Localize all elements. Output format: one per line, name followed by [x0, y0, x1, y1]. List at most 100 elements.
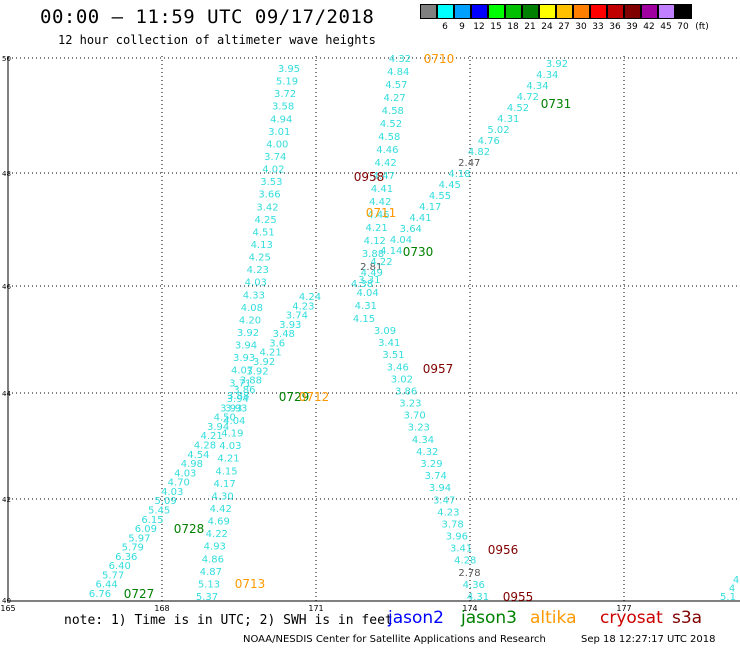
cryosat-swh-value: 3.92	[237, 328, 259, 339]
cryosat-swh-value: 3.70	[403, 411, 425, 422]
cryosat-swh-value: 3.41	[450, 544, 472, 555]
colorbar-swatch	[420, 4, 437, 19]
altika-swh-value: 4.46	[367, 210, 389, 221]
jason3-swh-value: 3.74	[286, 311, 308, 322]
colorbar-label: 70	[677, 22, 689, 32]
jason3-swh-value: 3.64	[400, 224, 422, 235]
cryosat-swh-value: 4.93	[204, 542, 226, 553]
cryosat-swh-value: 4.69	[208, 517, 230, 528]
cryosat-swh-value: 4.13	[251, 240, 273, 251]
cryosat-swh-value: 3.46	[387, 362, 409, 373]
cryosat-swh-value: 4.86	[202, 554, 224, 565]
cryosat-swh-value: 4.25	[254, 215, 276, 226]
colorbar-label: 27	[558, 22, 570, 32]
jason3-swh-value: 4.41	[409, 213, 431, 224]
altika-swh-value: 4.04	[356, 288, 378, 299]
latitude-tick-label: 48	[2, 170, 11, 178]
latitude-tick-label: 46	[2, 283, 11, 291]
jason3-swh-value: 4.45	[439, 180, 461, 191]
cryosat-swh-value: 4.02	[262, 165, 284, 176]
altika-swh-value: 4.42	[369, 197, 391, 208]
colorbar-swatch	[471, 4, 488, 19]
jason3-swh-value: 4.04	[390, 235, 412, 246]
latitude-tick-label: 42	[2, 496, 11, 504]
jason3-swh-value: 4.82	[468, 147, 490, 158]
jason3-swh-value: 4.23	[292, 301, 314, 312]
altika-swh-value: 2.81	[360, 262, 382, 273]
jason3-swh-value: 4.24	[299, 292, 321, 303]
cryosat-swh-value: 3.23	[408, 423, 430, 434]
jason3-swh-value: 6.40	[109, 561, 131, 572]
jason3-swh-value: 4.72	[517, 92, 539, 103]
colorbar-unit: (ft)	[695, 22, 709, 32]
jason3-swh-value: 4.03	[161, 487, 183, 498]
altika-swh-value: 4.12	[364, 236, 386, 247]
altika-swh-value: 4.27	[383, 93, 405, 104]
jason3-swh-value: 4.70	[168, 478, 190, 489]
cryosat-swh-value: 4.19	[221, 429, 243, 440]
jason3-swh-value: 3.48	[273, 329, 295, 340]
colorbar-label: 30	[575, 22, 587, 32]
pass-time-label: 0958	[354, 170, 385, 184]
altika-swh-value: 4.84	[387, 67, 409, 78]
cryosat-swh-value: 3.47	[433, 495, 455, 506]
jason3-swh-value: 3.88	[240, 376, 262, 387]
jason3-swh-value: 4.50	[214, 413, 236, 424]
jason3-swh-value: 4.54	[187, 450, 209, 461]
cryosat-swh-value: 4.87	[200, 567, 222, 578]
colorbar-swatch	[624, 4, 641, 19]
cryosat-swh-value: 4.25	[249, 253, 271, 264]
cryosat-swh-value: 3.29	[420, 459, 442, 470]
cryosat-swh-value: 3.72	[274, 89, 296, 100]
cryosat-swh-value: 3.78	[441, 520, 463, 531]
colorbar-swatch	[641, 4, 658, 19]
pass-time-label: 0727	[124, 587, 155, 601]
cryosat-swh-value: 3.51	[382, 350, 404, 361]
cryosat-swh-value: 4.03	[219, 441, 241, 452]
cryosat-swh-value: 4.36	[463, 580, 485, 591]
longitude-tick-label: 171	[308, 604, 323, 613]
colorbar-swatch	[505, 4, 522, 19]
pass-time-label: 0728	[174, 522, 205, 536]
jason3-swh-value: 6.76	[89, 589, 111, 600]
colorbar-swatch	[607, 4, 624, 19]
units-note: note: 1) Time is in UTC; 2) SWH is in fe…	[64, 613, 393, 628]
cryosat-swh-value: 3.74	[264, 152, 286, 163]
cryosat-swh-value: 5.19	[276, 77, 298, 88]
jason3-swh-value: 3.93	[279, 320, 301, 331]
jason3-swh-value: 6.09	[135, 524, 157, 535]
jason3-swh-value: 4.18	[448, 169, 470, 180]
pass-time-label: 0712	[299, 390, 330, 404]
colorbar-swatch	[454, 4, 471, 19]
cryosat-swh-value: 3.86	[395, 387, 417, 398]
jason3-swh-value: 3.92	[253, 357, 275, 368]
cryosat-swh-value: 3.53	[260, 177, 282, 188]
jason3-swh-value: 3.92	[546, 59, 568, 70]
map-subtitle: 12 hour collection of altimeter wave hei…	[58, 33, 376, 47]
jason3-swh-value: 3.94	[207, 422, 229, 433]
cryosat-swh-value: 4.15	[215, 466, 237, 477]
jason3-swh-value: 6.44	[95, 580, 117, 591]
latitude-tick-label: 40	[2, 597, 11, 605]
jason3-swh-value: 4.76	[478, 136, 500, 147]
latitude-tick-label: 44	[2, 390, 11, 398]
cryosat-swh-value: 4.07	[231, 366, 253, 377]
altika-swh-value: 4.52	[380, 119, 402, 130]
altika-swh-value: 3.31	[358, 275, 380, 286]
edge-swh-value: 4	[733, 575, 739, 586]
longitude-tick-label: 168	[154, 604, 169, 613]
cryosat-swh-value: 3.58	[272, 102, 294, 113]
jason3-swh-value: 4.14	[380, 246, 402, 257]
cryosat-swh-value: 4.28	[454, 556, 476, 567]
generated-timestamp: Sep 18 12:27:17 UTC 2018	[581, 634, 716, 645]
cryosat-swh-value: 4.00	[266, 139, 288, 150]
cryosat-swh-value: 4.32	[416, 447, 438, 458]
cryosat-swh-value: 4.23	[437, 507, 459, 518]
jason3-swh-value: 4.31	[497, 114, 519, 125]
jason3-swh-value: 5.45	[148, 506, 170, 517]
cryosat-swh-value: 5.37	[196, 592, 218, 603]
cryosat-swh-value: 4.34	[412, 435, 434, 446]
colorbar-swatch	[556, 4, 573, 19]
cryosat-swh-value: 4.30	[211, 491, 233, 502]
